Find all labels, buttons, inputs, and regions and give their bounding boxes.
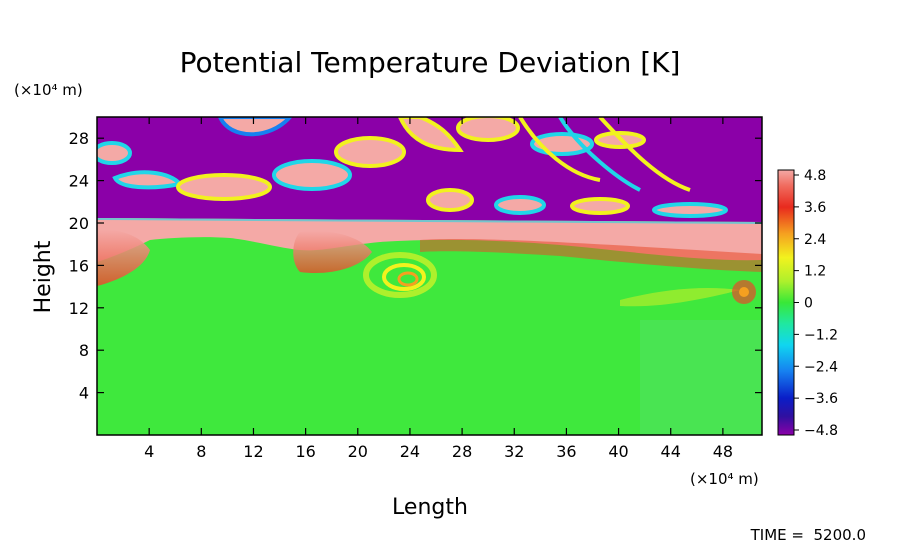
colorbar-tick-label: 1.2 <box>804 264 826 280</box>
y-axis-label: Height <box>31 240 56 313</box>
x-tick-label: 24 <box>400 442 420 461</box>
x-tick-label: 44 <box>661 442 681 461</box>
y-tick-label: 4 <box>79 384 89 403</box>
time-label: TIME = 5200.0 <box>750 526 866 544</box>
y-tick-label: 20 <box>69 214 89 233</box>
colorbar <box>777 169 795 436</box>
chart-title: Potential Temperature Deviation [K] <box>180 46 681 79</box>
x-tick-label: 16 <box>295 442 315 461</box>
x-axis-label: Length <box>392 495 468 520</box>
x-axis-unit: (×10⁴ m) <box>690 470 759 488</box>
x-tick-label: 32 <box>504 442 524 461</box>
colorbar-tick-label: −4.8 <box>804 423 838 439</box>
x-tick-label: 4 <box>144 442 154 461</box>
x-tick-label: 40 <box>608 442 628 461</box>
x-tick-label: 28 <box>452 442 472 461</box>
y-tick-label: 28 <box>69 129 89 148</box>
colorbar-tick-label: 0 <box>804 296 813 312</box>
colorbar-tick-label: 3.6 <box>804 200 826 216</box>
x-axis-ticks: 4 8 12 16 20 24 28 32 36 40 44 48 <box>144 117 733 461</box>
colorbar-tick-label: 2.4 <box>804 232 826 248</box>
colorbar-tick-label: −2.4 <box>804 359 838 375</box>
colorbar-ticks: 4.8 3.6 2.4 1.2 0 −1.2 −2.4 −3.6 −4.8 <box>794 168 838 439</box>
plot-frame <box>96 116 763 436</box>
x-tick-label: 8 <box>196 442 206 461</box>
y-axis-ticks: 4 8 12 16 20 24 28 <box>69 129 762 403</box>
y-tick-label: 8 <box>79 341 89 360</box>
interface-layer <box>97 218 762 262</box>
x-tick-label: 12 <box>243 442 263 461</box>
colorbar-tick-label: −1.2 <box>804 327 838 343</box>
vortex <box>363 252 437 298</box>
x-tick-label: 36 <box>556 442 576 461</box>
colorbar-tick-label: −3.6 <box>804 391 838 407</box>
heatmap-field <box>97 117 762 435</box>
y-tick-label: 12 <box>69 299 89 318</box>
colorbar-tick-label: 4.8 <box>804 168 826 184</box>
interface-mixing-edge <box>97 229 150 286</box>
y-axis-unit: (×10⁴ m) <box>14 81 83 99</box>
y-tick-label: 24 <box>69 172 89 191</box>
x-tick-label: 48 <box>713 442 733 461</box>
x-tick-label: 20 <box>348 442 368 461</box>
upper-anomalies <box>97 117 728 218</box>
y-tick-label: 16 <box>69 256 89 275</box>
